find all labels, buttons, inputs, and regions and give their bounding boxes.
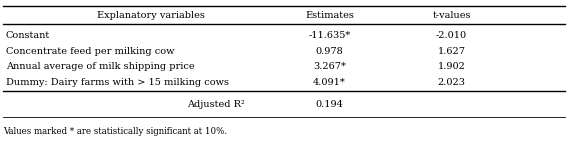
Text: -2.010: -2.010	[436, 32, 467, 40]
Text: 4.091*: 4.091*	[313, 78, 346, 87]
Text: -11.635*: -11.635*	[308, 32, 350, 40]
Text: Dummy: Dairy farms with > 15 milking cows: Dummy: Dairy farms with > 15 milking cow…	[6, 78, 229, 87]
Text: Adjusted R²: Adjusted R²	[187, 100, 245, 109]
Text: Explanatory variables: Explanatory variables	[97, 11, 204, 20]
Text: 0.978: 0.978	[316, 47, 343, 56]
Text: Constant: Constant	[6, 32, 50, 40]
Text: 1.902: 1.902	[437, 62, 466, 71]
Text: Concentrate feed per milking cow: Concentrate feed per milking cow	[6, 47, 174, 56]
Text: Values marked * are statistically significant at 10%.: Values marked * are statistically signif…	[3, 127, 227, 136]
Text: Estimates: Estimates	[305, 11, 354, 20]
Text: 1.627: 1.627	[437, 47, 466, 56]
Text: 3.267*: 3.267*	[313, 62, 346, 71]
Text: 2.023: 2.023	[437, 78, 466, 87]
Text: 0.194: 0.194	[315, 100, 344, 109]
Text: t-values: t-values	[432, 11, 471, 20]
Text: Annual average of milk shipping price: Annual average of milk shipping price	[6, 62, 194, 71]
